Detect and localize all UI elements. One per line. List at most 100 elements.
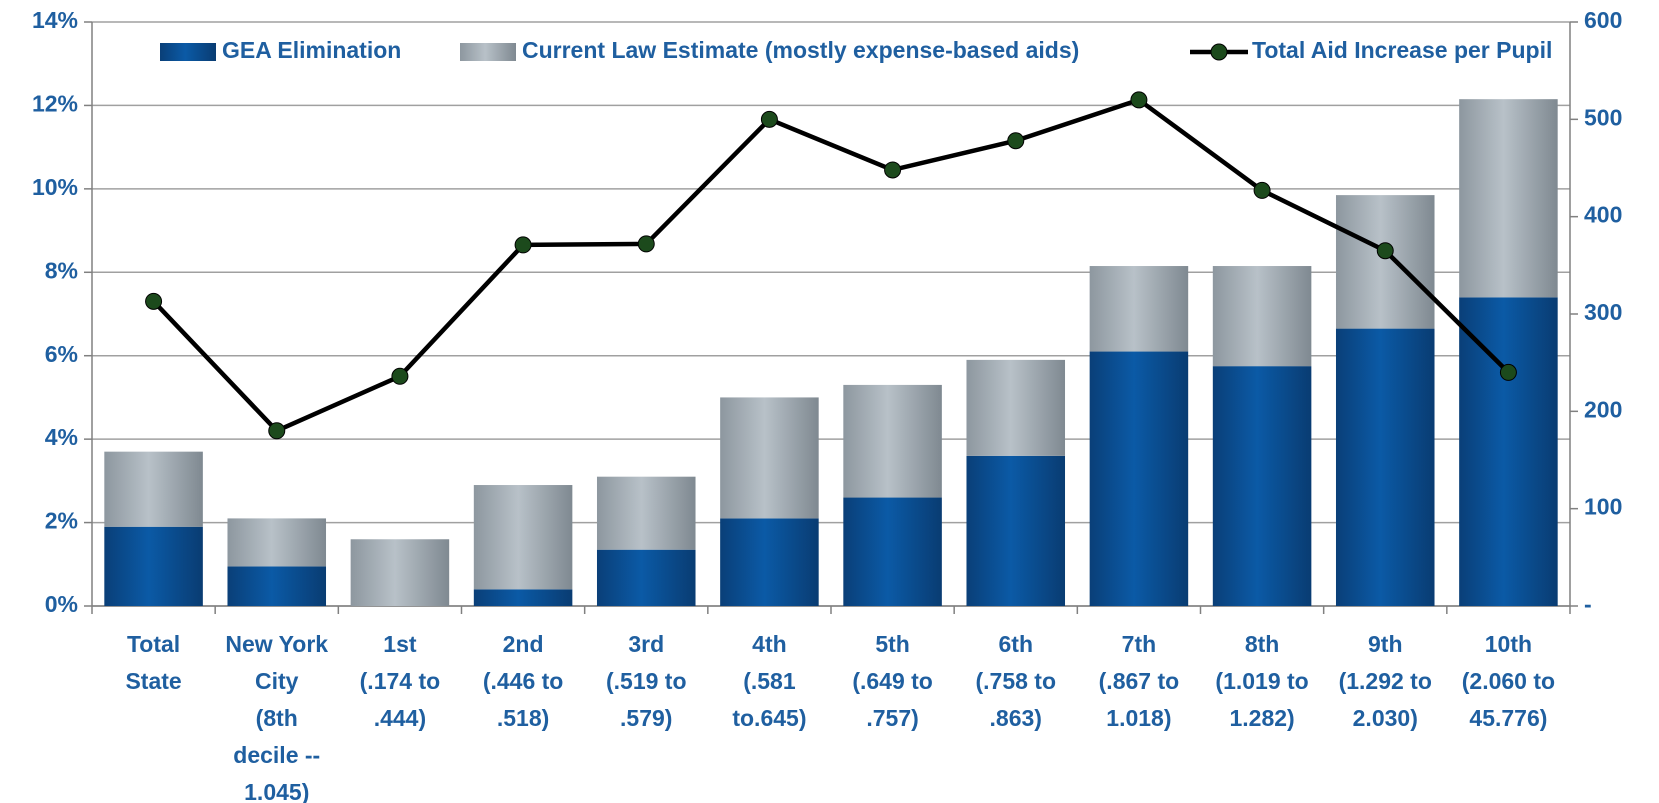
x-tick-label: Total State [125, 631, 181, 694]
x-tick-label: 10th (2.060 to 45.776) [1462, 631, 1555, 731]
bar-segment [596, 549, 696, 606]
y-tick-label: 6% [45, 341, 78, 367]
x-tick-label-line: .579) [620, 705, 672, 731]
x-tick-label-line: .863) [990, 705, 1042, 731]
x-tick-label-line: (1.292 to [1339, 668, 1432, 694]
x-tick-label-line: .518) [497, 705, 549, 731]
x-tick-label-line: 2.030) [1353, 705, 1418, 731]
x-tick-label-line: 3rd [628, 631, 664, 657]
x-tick-label: 7th (.867 to 1.018) [1099, 631, 1180, 731]
y2-tick-label: - [1584, 591, 1592, 617]
x-tick-label-line: (.519 to [606, 668, 687, 694]
x-tick-label-line: City [255, 668, 299, 694]
y-tick-label: 0% [45, 591, 78, 617]
x-tick-label-line: 4th [752, 631, 787, 657]
line-marker [884, 161, 902, 179]
x-tick-label: 6th (.758 to .863) [975, 631, 1056, 731]
y-tick-label: 4% [45, 424, 78, 450]
bar-segment [596, 476, 696, 550]
bar-segment [350, 539, 450, 606]
x-tick-label-line: .757) [866, 705, 918, 731]
y2-tick-label: 600 [1584, 7, 1622, 33]
y2-tick-label: 400 [1584, 202, 1622, 228]
x-tick-label-line: 2nd [503, 631, 544, 657]
y2-tick-label: 500 [1584, 104, 1622, 130]
x-tick-label-line: 10th [1485, 631, 1532, 657]
x-tick-label: 9th (1.292 to 2.030) [1339, 631, 1432, 731]
bar-segment [1212, 366, 1312, 606]
bar-segment [966, 359, 1066, 456]
x-tick-label-line: Total [127, 631, 180, 657]
bar-segment [1335, 195, 1435, 329]
x-tick-label-line: (.174 to [360, 668, 441, 694]
x-tick-label-line: .444) [374, 705, 426, 731]
y-tick-label: 12% [32, 91, 78, 117]
x-tick-label-line: 6th [999, 631, 1034, 657]
line-marker [1376, 242, 1394, 260]
x-tick-label-line: New York [225, 631, 328, 657]
x-tick-label-line: to.645) [732, 705, 806, 731]
x-tick-label-line: (2.060 to [1462, 668, 1555, 694]
x-tick-label-line: (.649 to [852, 668, 933, 694]
x-tick-label: 8th (1.019 to 1.282) [1215, 631, 1308, 731]
bar-segment [1335, 328, 1435, 606]
legend-label: GEA Elimination [222, 37, 401, 63]
bar-segment [843, 497, 942, 606]
line-marker [1253, 181, 1271, 199]
bar-segment [720, 397, 819, 519]
legend-swatch [460, 43, 516, 61]
y-tick-label: 10% [32, 174, 78, 200]
x-tick-label-line: (.758 to [975, 668, 1056, 694]
bar-segment [720, 518, 819, 606]
bar-segment [227, 566, 327, 606]
bar-segment [843, 384, 942, 498]
y2-tick-label: 200 [1584, 396, 1622, 422]
line-marker [391, 367, 409, 385]
x-tick-label: 1st (.174 to .444) [360, 631, 441, 731]
legend-marker [1210, 43, 1228, 61]
bar-segment [104, 451, 203, 527]
bar-segment [1459, 297, 1558, 606]
x-tick-label: 3rd (.519 to .579) [606, 631, 687, 731]
x-tick-label-line: 1.018) [1106, 705, 1171, 731]
x-tick-label-line: 1.282) [1229, 705, 1294, 731]
x-tick-label-line: 5th [875, 631, 910, 657]
y-tick-label: 14% [32, 7, 78, 33]
legend-swatch [160, 43, 216, 61]
x-tick-label: 5th (.649 to .757) [852, 631, 933, 731]
bar-segment [473, 589, 573, 606]
x-tick-label-line: 45.776) [1469, 705, 1547, 731]
bar-segment [1212, 266, 1312, 367]
x-tick-label-line: 1st [383, 631, 417, 657]
line-marker [637, 235, 655, 253]
x-tick-label: 4th (.581 to.645) [732, 631, 806, 731]
x-tick-label: New York City (8th decile -- 1.045) [225, 631, 328, 803]
line-marker [1499, 363, 1517, 381]
x-tick-label: 2nd (.446 to .518) [483, 631, 564, 731]
x-tick-label-line: 1.045) [244, 779, 309, 803]
x-tick-label-line: (8th [256, 705, 298, 731]
line-marker [145, 292, 163, 310]
x-tick-label-line: (.446 to [483, 668, 564, 694]
y-tick-label: 8% [45, 257, 78, 283]
line [151, 97, 1511, 434]
x-tick-label-line: 9th [1368, 631, 1403, 657]
x-tick-label-line: decile -- [233, 742, 320, 768]
bar-segment [227, 518, 327, 567]
line-marker [1130, 91, 1148, 109]
y2-tick-label: 300 [1584, 299, 1622, 325]
bar-segment [1089, 351, 1189, 606]
bar-segment [966, 455, 1066, 606]
x-tick-label-line: (.581 [743, 668, 796, 694]
legend-label: Current Law Estimate (mostly expense-bas… [522, 37, 1079, 63]
x-tick-label-line: 8th [1245, 631, 1280, 657]
line-marker [760, 110, 778, 128]
y2-tick-label: 100 [1584, 494, 1622, 520]
x-tick-label-line: (1.019 to [1215, 668, 1308, 694]
line-marker [1007, 132, 1025, 150]
bar-segment [473, 485, 573, 590]
y-tick-label: 2% [45, 508, 78, 534]
line-marker [514, 236, 532, 254]
x-tick-label-line: State [125, 668, 181, 694]
